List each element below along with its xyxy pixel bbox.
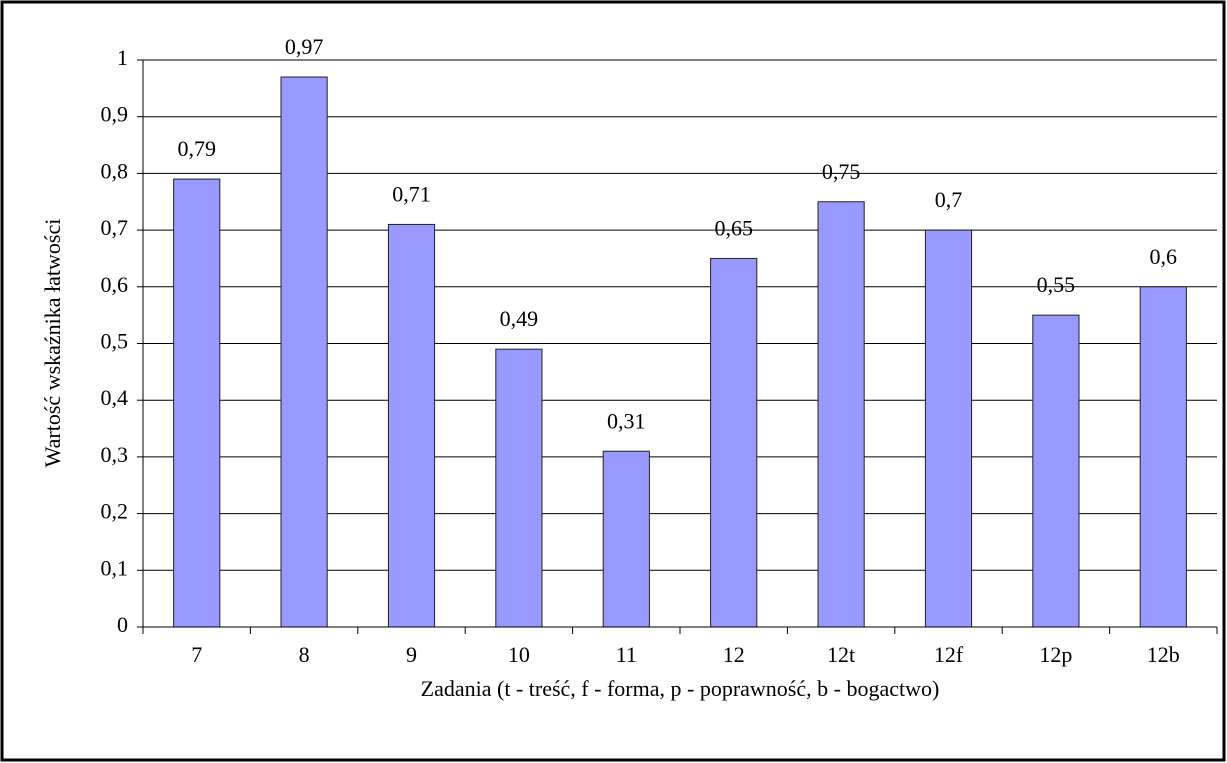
bar	[817, 201, 865, 628]
data-label: 0,7	[935, 187, 963, 212]
y-tick-label: 0,2	[101, 499, 129, 524]
x-tick-label: 10	[508, 642, 530, 667]
bar	[710, 257, 758, 628]
data-label: 0,79	[177, 136, 216, 161]
x-tick-label: 12p	[1039, 642, 1072, 667]
bar	[924, 229, 973, 628]
bar	[387, 223, 436, 628]
x-tick-label: 12f	[934, 642, 964, 667]
data-label: 0,65	[714, 215, 753, 240]
bar	[1032, 314, 1080, 628]
y-tick-label: 0,8	[101, 158, 129, 183]
y-tick-label: 0,9	[101, 102, 129, 127]
y-tick-label: 0,6	[101, 272, 129, 297]
data-label: 0,31	[607, 408, 646, 433]
bar	[173, 178, 221, 628]
x-tick-label: 12b	[1147, 642, 1180, 667]
y-tick-label: 0,4	[101, 385, 129, 410]
data-label: 0,49	[500, 306, 539, 331]
x-tick-label: 9	[406, 642, 417, 667]
y-axis-title: Wartość wskaźnika łatwości	[40, 219, 65, 468]
y-tick-label: 0	[117, 612, 128, 637]
x-tick-label: 7	[191, 642, 202, 667]
data-label: 0,97	[285, 34, 324, 59]
bar	[280, 76, 328, 628]
x-tick-label: 12t	[827, 642, 855, 667]
y-tick-label: 0,1	[101, 555, 129, 580]
data-label: 0,6	[1150, 244, 1178, 269]
data-label: 0,71	[392, 181, 431, 206]
x-axis-title: Zadania (t - treść, f - forma, p - popra…	[421, 676, 940, 701]
y-tick-label: 0,5	[101, 329, 129, 354]
y-tick-label: 0,7	[101, 215, 129, 240]
bar	[495, 348, 543, 628]
data-label: 0,75	[822, 159, 861, 184]
data-label: 0,55	[1037, 272, 1076, 297]
x-tick-label: 12	[723, 642, 745, 667]
x-tick-label: 8	[299, 642, 310, 667]
bar	[1139, 286, 1187, 628]
x-tick-label: 11	[616, 642, 637, 667]
bar	[602, 450, 650, 628]
y-tick-label: 0,3	[101, 442, 129, 467]
y-tick-label: 1	[117, 45, 128, 70]
